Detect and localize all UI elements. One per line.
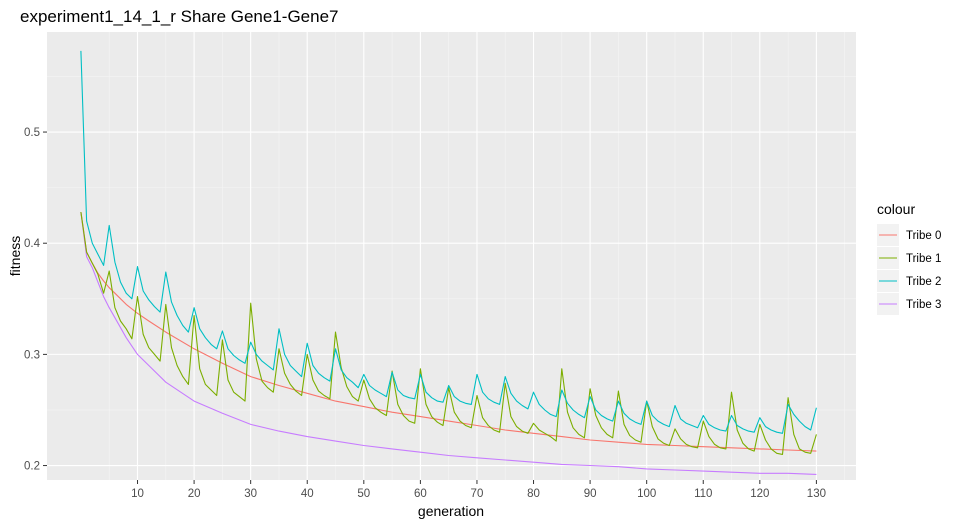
x-tick-label: 60 — [414, 488, 427, 500]
major-grid — [47, 32, 856, 480]
series-line-tribe-3 — [80, 212, 817, 475]
x-tick-label: 20 — [188, 488, 201, 500]
x-tick-label: 70 — [471, 488, 484, 500]
legend-label-tribe-0: Tribe 0 — [906, 230, 941, 242]
x-axis-title: generation — [418, 503, 484, 519]
y-tick-label: 0.5 — [24, 127, 40, 139]
legend-item-tribe-2: Tribe 2 — [877, 270, 941, 292]
y-axis-title: fitness — [7, 236, 23, 276]
legend-label-tribe-3: Tribe 3 — [906, 299, 941, 311]
x-tick-label: 50 — [357, 488, 370, 500]
legend-label-tribe-1: Tribe 1 — [906, 253, 941, 265]
x-tick-label: 110 — [694, 488, 712, 500]
x-tick-label: 120 — [750, 488, 769, 500]
legend-item-tribe-3: Tribe 3 — [877, 293, 941, 315]
y-axis: 0.2 0.3 0.4 0.5 — [24, 127, 47, 473]
y-tick-label: 0.4 — [24, 238, 41, 250]
legend: colour Tribe 0 Tribe 1 Tribe 2 Tribe 3 — [877, 201, 941, 315]
legend-item-tribe-1: Tribe 1 — [877, 247, 941, 269]
plot-panel — [47, 32, 856, 480]
x-tick-label: 100 — [637, 488, 656, 500]
y-tick-label: 0.3 — [24, 349, 40, 361]
series-line-tribe-2 — [80, 50, 817, 434]
x-tick-label: 130 — [807, 488, 826, 500]
y-tick-label: 0.2 — [24, 461, 40, 473]
x-tick-label: 30 — [244, 488, 257, 500]
legend-label-tribe-2: Tribe 2 — [906, 276, 941, 288]
series-line-tribe-1 — [80, 212, 817, 455]
x-tick-label: 80 — [527, 488, 540, 500]
legend-item-tribe-0: Tribe 0 — [877, 224, 941, 246]
x-tick-label: 40 — [301, 488, 314, 500]
chart-title: experiment1_14_1_r Share Gene1-Gene7 — [20, 7, 339, 26]
x-tick-label: 90 — [584, 488, 597, 500]
legend-title: colour — [877, 201, 915, 217]
series-lines — [80, 50, 817, 475]
x-axis: 10 20 30 40 50 60 70 80 90 100 110 120 130 — [131, 480, 826, 500]
x-tick-label: 10 — [131, 488, 144, 500]
